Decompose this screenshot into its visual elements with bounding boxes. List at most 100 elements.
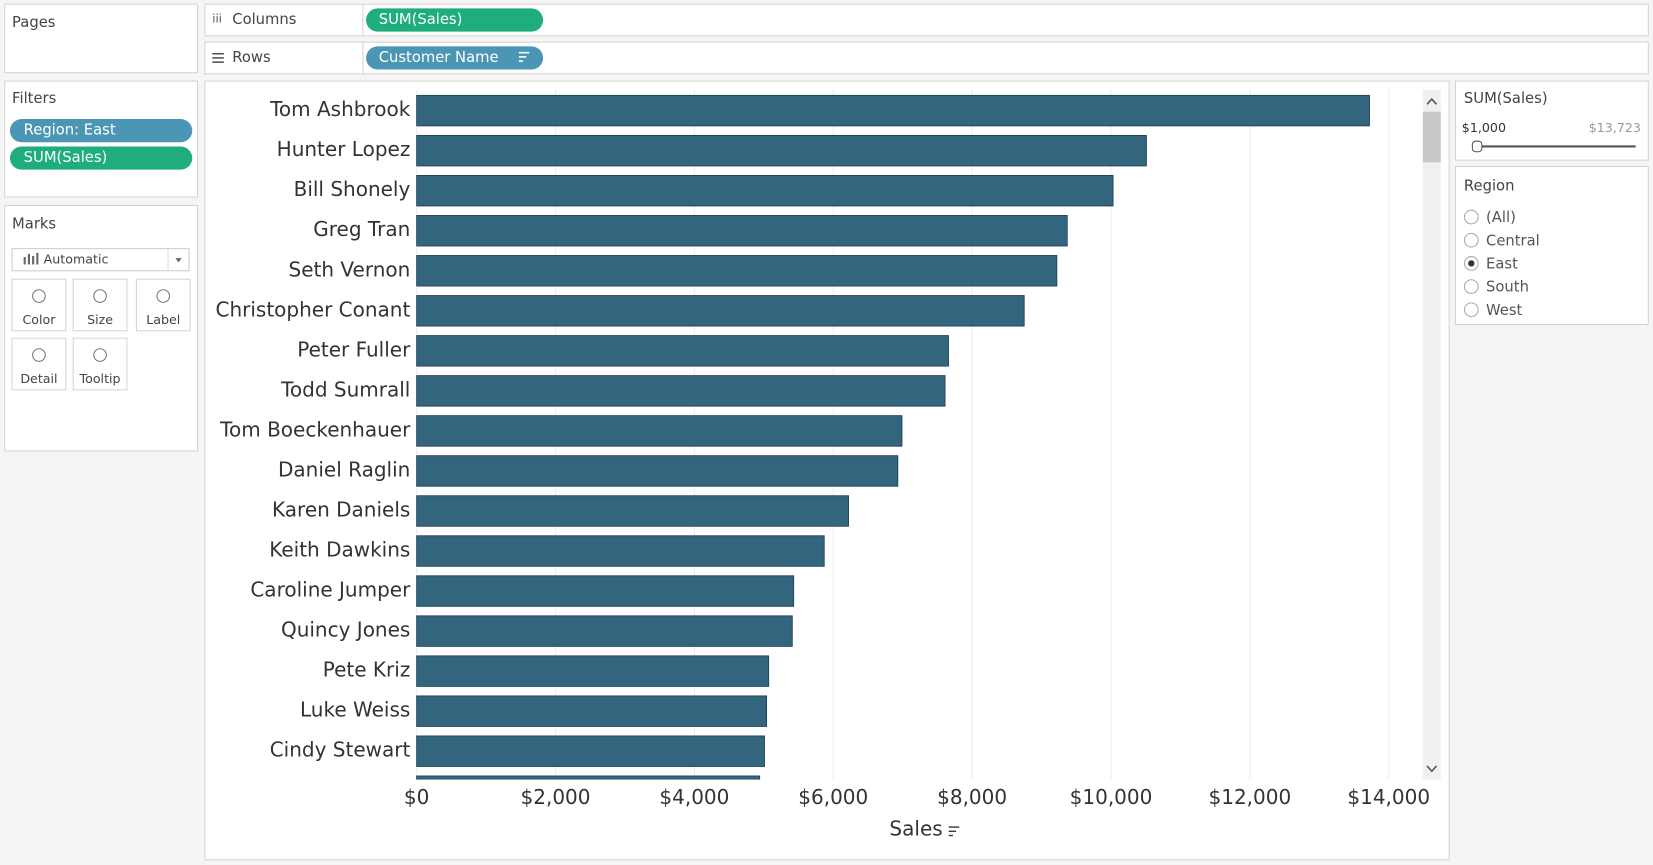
radio-selected[interactable] <box>1468 260 1475 267</box>
radio-label[interactable]: West <box>1486 302 1522 319</box>
rows-pill[interactable] <box>366 46 544 70</box>
category-label: Greg Tran <box>313 217 410 241</box>
bar[interactable] <box>416 455 899 487</box>
mark-button-text[interactable]: Size <box>87 312 113 327</box>
sort-icon[interactable] <box>518 51 530 62</box>
x-tick-label: $0 <box>404 785 429 809</box>
mark-button-icon[interactable] <box>32 348 46 362</box>
bar[interactable] <box>416 495 849 527</box>
sales-filter-title: SUM(Sales) <box>1464 90 1548 107</box>
category-label: Daniel Raglin <box>278 457 410 481</box>
category-label: Karen Daniels <box>272 497 410 521</box>
mark-button-icon[interactable] <box>156 289 171 303</box>
bar[interactable] <box>416 375 946 407</box>
plot-area: Tom Ashbrook Hunter Lopez Bill Shonely Greg… <box>216 94 1370 807</box>
mark-button[interactable] <box>11 278 67 332</box>
mark-type-dropdown[interactable] <box>11 248 190 272</box>
category-label: Tom Ashbrook <box>269 97 411 121</box>
scrollbar-thumb[interactable] <box>1422 111 1441 163</box>
x-tick-label: $10,000 <box>1070 785 1153 809</box>
radio-button[interactable] <box>1463 302 1479 318</box>
mark-type-text[interactable]: Automatic <box>44 252 109 267</box>
region-filter-card <box>1454 165 1649 326</box>
bar[interactable] <box>416 255 1058 287</box>
bar[interactable] <box>416 335 949 367</box>
category-label: Christopher Conant <box>216 297 411 321</box>
scroll-up[interactable] <box>1426 97 1438 105</box>
radio-button[interactable] <box>1463 209 1479 225</box>
x-axis-title: Sales <box>889 817 942 841</box>
rows-pill-text[interactable]: Customer Name <box>379 49 499 66</box>
bar[interactable] <box>416 535 825 567</box>
radio-button[interactable] <box>1463 279 1479 294</box>
category-label: Quincy Jones <box>281 618 410 642</box>
category-label: Todd Sumrall <box>280 377 410 401</box>
pages-panel <box>4 3 199 74</box>
bar[interactable] <box>416 134 1147 167</box>
mark-button[interactable] <box>72 337 128 391</box>
mark-buttons: Color Size Label Detail Tooltip <box>11 278 191 391</box>
radio-label[interactable]: Central <box>1486 232 1540 249</box>
bar[interactable] <box>416 735 765 767</box>
columns-label: Columns <box>232 11 296 28</box>
radio-button[interactable] <box>1463 232 1479 248</box>
x-tick-label: $6,000 <box>798 785 868 809</box>
filter-pill[interactable] <box>9 146 193 170</box>
bar[interactable] <box>416 575 795 607</box>
filter-pill-text[interactable]: Region: East <box>24 122 116 139</box>
bar-icon <box>23 252 39 265</box>
category-label: Seth Vernon <box>289 257 411 281</box>
mark-button-icon[interactable] <box>93 348 107 362</box>
bar[interactable] <box>416 695 768 727</box>
mark-button-text[interactable]: Detail <box>20 371 57 386</box>
axis-sort-icon[interactable] <box>948 826 960 837</box>
category-label: Luke Weiss <box>300 698 410 722</box>
category-label: Pete Kriz <box>323 658 411 682</box>
mark-button[interactable] <box>135 278 191 332</box>
category-label: Keith Dawkins <box>269 538 410 562</box>
bar[interactable] <box>416 615 793 647</box>
x-tick-label: $4,000 <box>659 785 729 809</box>
x-tick-label: $2,000 <box>521 785 591 809</box>
bar[interactable] <box>416 775 761 807</box>
bar[interactable] <box>416 415 903 447</box>
x-tick-label: $8,000 <box>937 785 1007 809</box>
slider-max: $13,723 <box>1589 120 1641 135</box>
mark-button-icon[interactable] <box>32 289 46 303</box>
mark-button-text[interactable]: Color <box>22 312 56 327</box>
rows-label: Rows <box>232 49 270 66</box>
marks-title: Marks <box>12 215 56 232</box>
radio-label[interactable]: (All) <box>1486 209 1516 226</box>
mark-button-text[interactable]: Tooltip <box>79 371 121 386</box>
dropdown-arrow[interactable] <box>175 258 182 263</box>
filter-pill[interactable] <box>9 119 193 143</box>
slider-handle[interactable] <box>1471 140 1483 153</box>
mark-button[interactable] <box>72 278 128 332</box>
category-label: Caroline Jumper <box>250 578 411 602</box>
filter-pill-text[interactable]: SUM(Sales) <box>24 149 108 166</box>
filter-pills: Region: East SUM(Sales) <box>9 119 193 170</box>
region-options: (All) Central East South West <box>1463 209 1540 319</box>
mark-button-icon[interactable] <box>93 289 107 303</box>
scrollbar-track[interactable] <box>1422 89 1441 780</box>
bar[interactable] <box>416 94 1370 127</box>
mark-button-text[interactable]: Label <box>146 312 180 327</box>
radio-label[interactable]: East <box>1486 255 1518 272</box>
mark-button[interactable] <box>11 337 67 391</box>
columns-pill-text[interactable]: SUM(Sales) <box>379 11 463 28</box>
filters-title: Filters <box>12 90 56 107</box>
bar[interactable] <box>416 655 770 687</box>
radio-label[interactable]: South <box>1486 279 1529 296</box>
bar[interactable] <box>416 295 1025 327</box>
x-tick-label: $14,000 <box>1347 785 1430 809</box>
rows-icon <box>212 52 224 63</box>
columns-pill[interactable] <box>366 8 544 32</box>
category-label: Hunter Lopez <box>277 137 411 161</box>
bar[interactable] <box>416 175 1114 207</box>
region-filter-title: Region <box>1464 177 1515 194</box>
bar[interactable] <box>416 215 1068 247</box>
category-label: Bill Shonely <box>294 177 411 201</box>
slider-min: $1,000 <box>1462 120 1506 135</box>
scroll-down[interactable] <box>1426 765 1438 773</box>
columns-icon: iii <box>212 11 222 25</box>
